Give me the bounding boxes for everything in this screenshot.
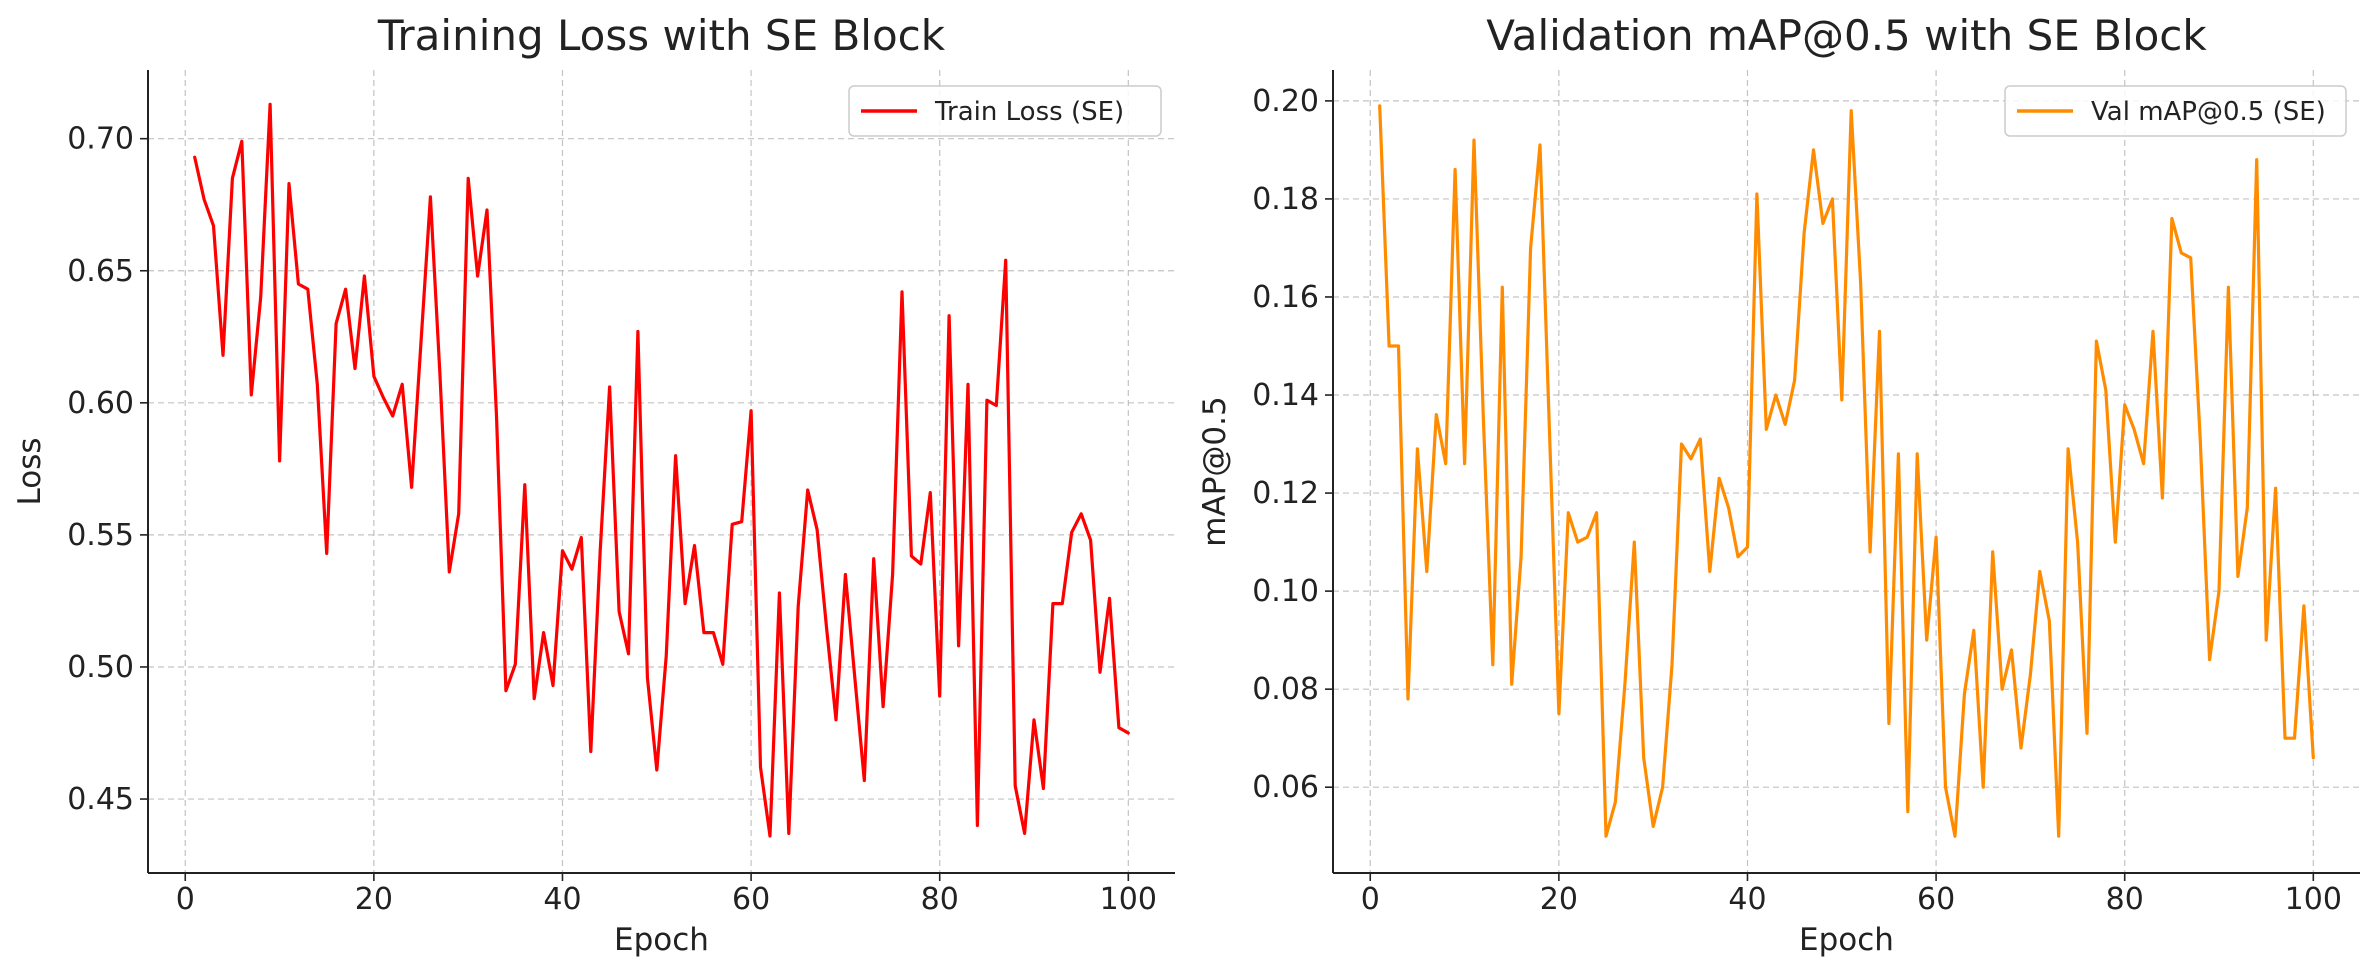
x-tick-label: 20 (355, 882, 393, 917)
x-tick-label: 0 (176, 882, 195, 917)
legend-box (848, 85, 1162, 137)
x-axis-label: Epoch (1799, 922, 1894, 958)
training-loss-chart: 0 20 40 60 80 100 0.45 0.50 0.55 0.60 0.65 0.70 Trai… (12, 11, 1175, 958)
y-tick-label: 0.06 (1252, 770, 1319, 805)
legend-label: Val mAP@0.5 (SE) (2091, 97, 2326, 127)
legend-box (2004, 85, 2347, 137)
x-tick-label: 60 (732, 882, 770, 917)
y-tick-label: 0.20 (1252, 84, 1319, 119)
y-axis-label: Loss (12, 438, 48, 506)
x-tick-label: 0 (1361, 882, 1380, 917)
chart-title: Validation mAP@0.5 with SE Block (1486, 11, 2207, 60)
y-tick-label: 0.60 (67, 386, 134, 421)
validation-map-chart: 0 20 40 60 80 100 0.06 0.08 0.10 0.12 0.14 0.16 0.18… (1197, 11, 2360, 958)
y-tick-label: 0.08 (1252, 672, 1319, 707)
y-tick-label: 0.14 (1252, 378, 1319, 413)
chart-title: Training Loss with SE Block (377, 11, 946, 60)
x-axis-label: Epoch (614, 922, 709, 958)
y-tick-label: 0.55 (67, 518, 134, 553)
y-tick-label: 0.65 (67, 254, 134, 289)
x-tick-label: 20 (1540, 882, 1578, 917)
legend-label: Train Loss (SE) (934, 97, 1124, 127)
y-tick-label: 0.45 (67, 782, 134, 817)
series-line (1378, 104, 2315, 838)
y-tick-label: 0.18 (1252, 182, 1319, 217)
y-tick-label: 0.12 (1252, 476, 1319, 511)
x-tick-label: 40 (543, 882, 581, 917)
y-tick-label: 0.10 (1252, 574, 1319, 609)
x-tick-label: 80 (921, 882, 959, 917)
y-tick-label: 0.50 (67, 650, 134, 685)
x-tick-label: 100 (2285, 882, 2342, 917)
y-tick-label: 0.70 (67, 122, 134, 157)
y-tick-label: 0.16 (1252, 280, 1319, 315)
x-tick-label: 60 (1917, 882, 1955, 917)
series-line (193, 102, 1130, 838)
x-tick-label: 80 (2106, 882, 2144, 917)
x-tick-label: 100 (1100, 882, 1157, 917)
y-axis-label: mAP@0.5 (1197, 396, 1233, 546)
x-tick-label: 40 (1728, 882, 1766, 917)
